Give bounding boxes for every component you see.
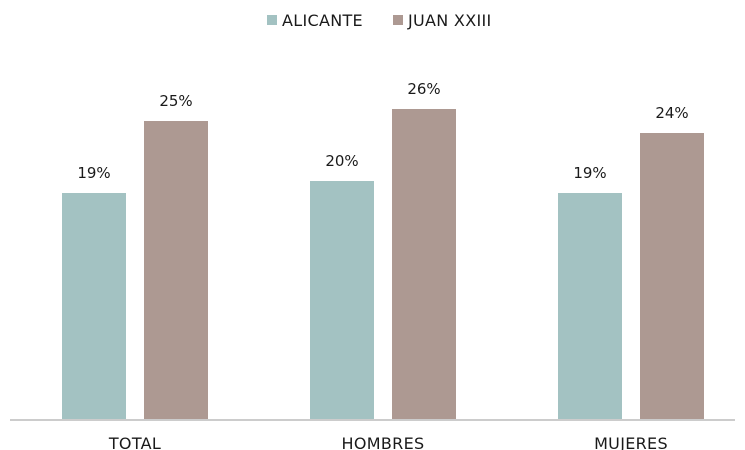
data-label-alicante-hombres: 20% xyxy=(325,152,358,170)
legend: ALICANTE JUAN XXIII xyxy=(267,11,492,30)
legend-swatch-alicante xyxy=(267,15,277,25)
bar-juan-xxiii-hombres xyxy=(390,107,458,421)
category-label-mujeres: MUJERES xyxy=(594,434,668,450)
legend-swatch-juan-xxiii xyxy=(393,15,403,25)
bar-juan-xxiii-total xyxy=(142,119,210,421)
bar-alicante-total xyxy=(60,191,128,421)
data-label-alicante-total: 19% xyxy=(77,164,110,182)
plot-area: 19% 25% 20% 26% 19% 24% xyxy=(60,80,706,421)
legend-item-alicante: ALICANTE xyxy=(267,11,363,30)
data-label-juan-xxiii-hombres: 26% xyxy=(407,80,440,98)
legend-label-alicante: ALICANTE xyxy=(282,11,363,30)
bar-alicante-mujeres xyxy=(556,191,624,421)
data-label-juan-xxiii-mujeres: 24% xyxy=(655,104,688,122)
data-label-alicante-mujeres: 19% xyxy=(573,164,606,182)
category-axis-labels: TOTAL HOMBRES MUJERES xyxy=(108,434,668,450)
category-label-total: TOTAL xyxy=(108,434,161,450)
legend-label-juan-xxiii: JUAN XXIII xyxy=(407,11,492,30)
category-label-hombres: HOMBRES xyxy=(342,434,425,450)
bar-juan-xxiii-mujeres xyxy=(638,131,706,421)
legend-item-juan-xxiii: JUAN XXIII xyxy=(393,11,492,30)
bar-alicante-hombres xyxy=(308,179,376,421)
data-label-juan-xxiii-total: 25% xyxy=(159,92,192,110)
